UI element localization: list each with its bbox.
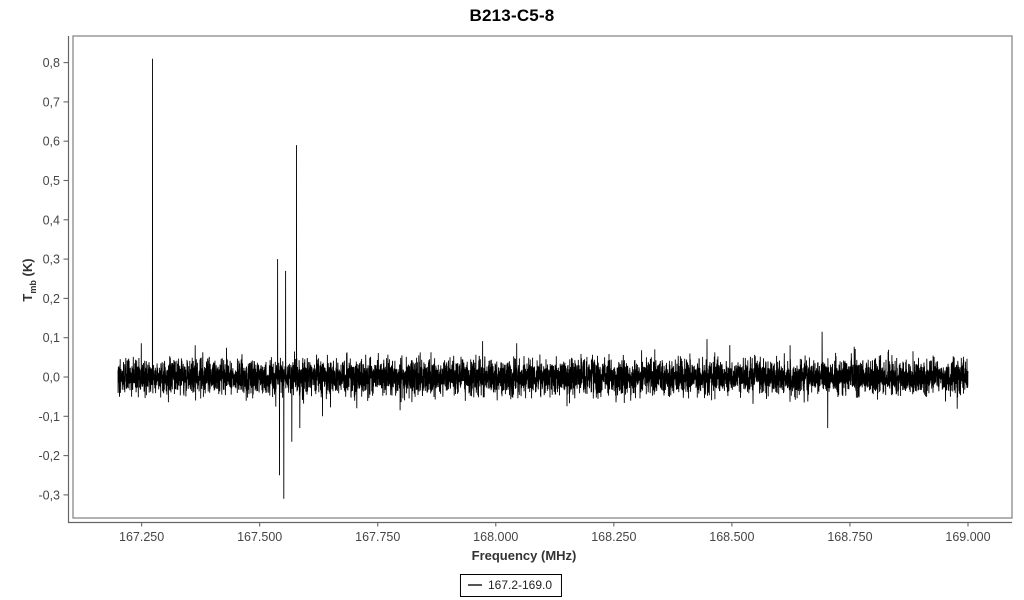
y-axis-tick-labels: 0,8 0,7 0,6 0,5 0,4 0,3 0,2 0,1 0,0 -0,1 -0,2 -0,3: [38, 56, 60, 502]
legend-line-sample-icon: [467, 584, 482, 586]
y-tick-label: 0,2: [43, 292, 60, 306]
x-tick-label: 168.750: [827, 530, 872, 544]
y-tick-label: 0,4: [43, 213, 60, 227]
x-axis-tick-labels: 167.250 167.500 167.750 168.000 168.250 168.5…: [119, 530, 991, 544]
x-tick-label: 169.000: [945, 530, 990, 544]
x-tick-label: 168.500: [709, 530, 754, 544]
legend-box: 167.2-169.0: [459, 574, 563, 597]
tick-marks: [63, 62, 969, 527]
x-tick-label: 167.750: [355, 530, 400, 544]
y-tick-label: 0,8: [43, 56, 60, 70]
chart-title: B213-C5-8: [469, 6, 555, 25]
y-tick-label: 0,7: [43, 95, 60, 109]
x-tick-label: 168.000: [473, 530, 518, 544]
y-tick-label: 0,6: [43, 135, 60, 149]
y-tick-label: 0,5: [43, 174, 60, 188]
x-tick-label: 167.500: [237, 530, 282, 544]
y-tick-label: 0,1: [43, 331, 60, 345]
x-axis-title: Frequency (MHz): [471, 548, 577, 563]
y-tick-label: -0,1: [38, 410, 60, 424]
y-tick-label: 0,3: [43, 253, 60, 267]
y-tick-label: -0,3: [38, 488, 60, 502]
y-tick-label: 0,0: [43, 371, 60, 385]
y-tick-label: -0,2: [38, 449, 60, 463]
x-tick-label: 167.250: [119, 530, 164, 544]
spectrum-line: [117, 58, 969, 499]
plot-frame: [72, 35, 1013, 519]
axis-lines: [67, 36, 1012, 524]
x-tick-label: 168.250: [591, 530, 636, 544]
legend-series-label: 167.2-169.0: [487, 578, 553, 592]
